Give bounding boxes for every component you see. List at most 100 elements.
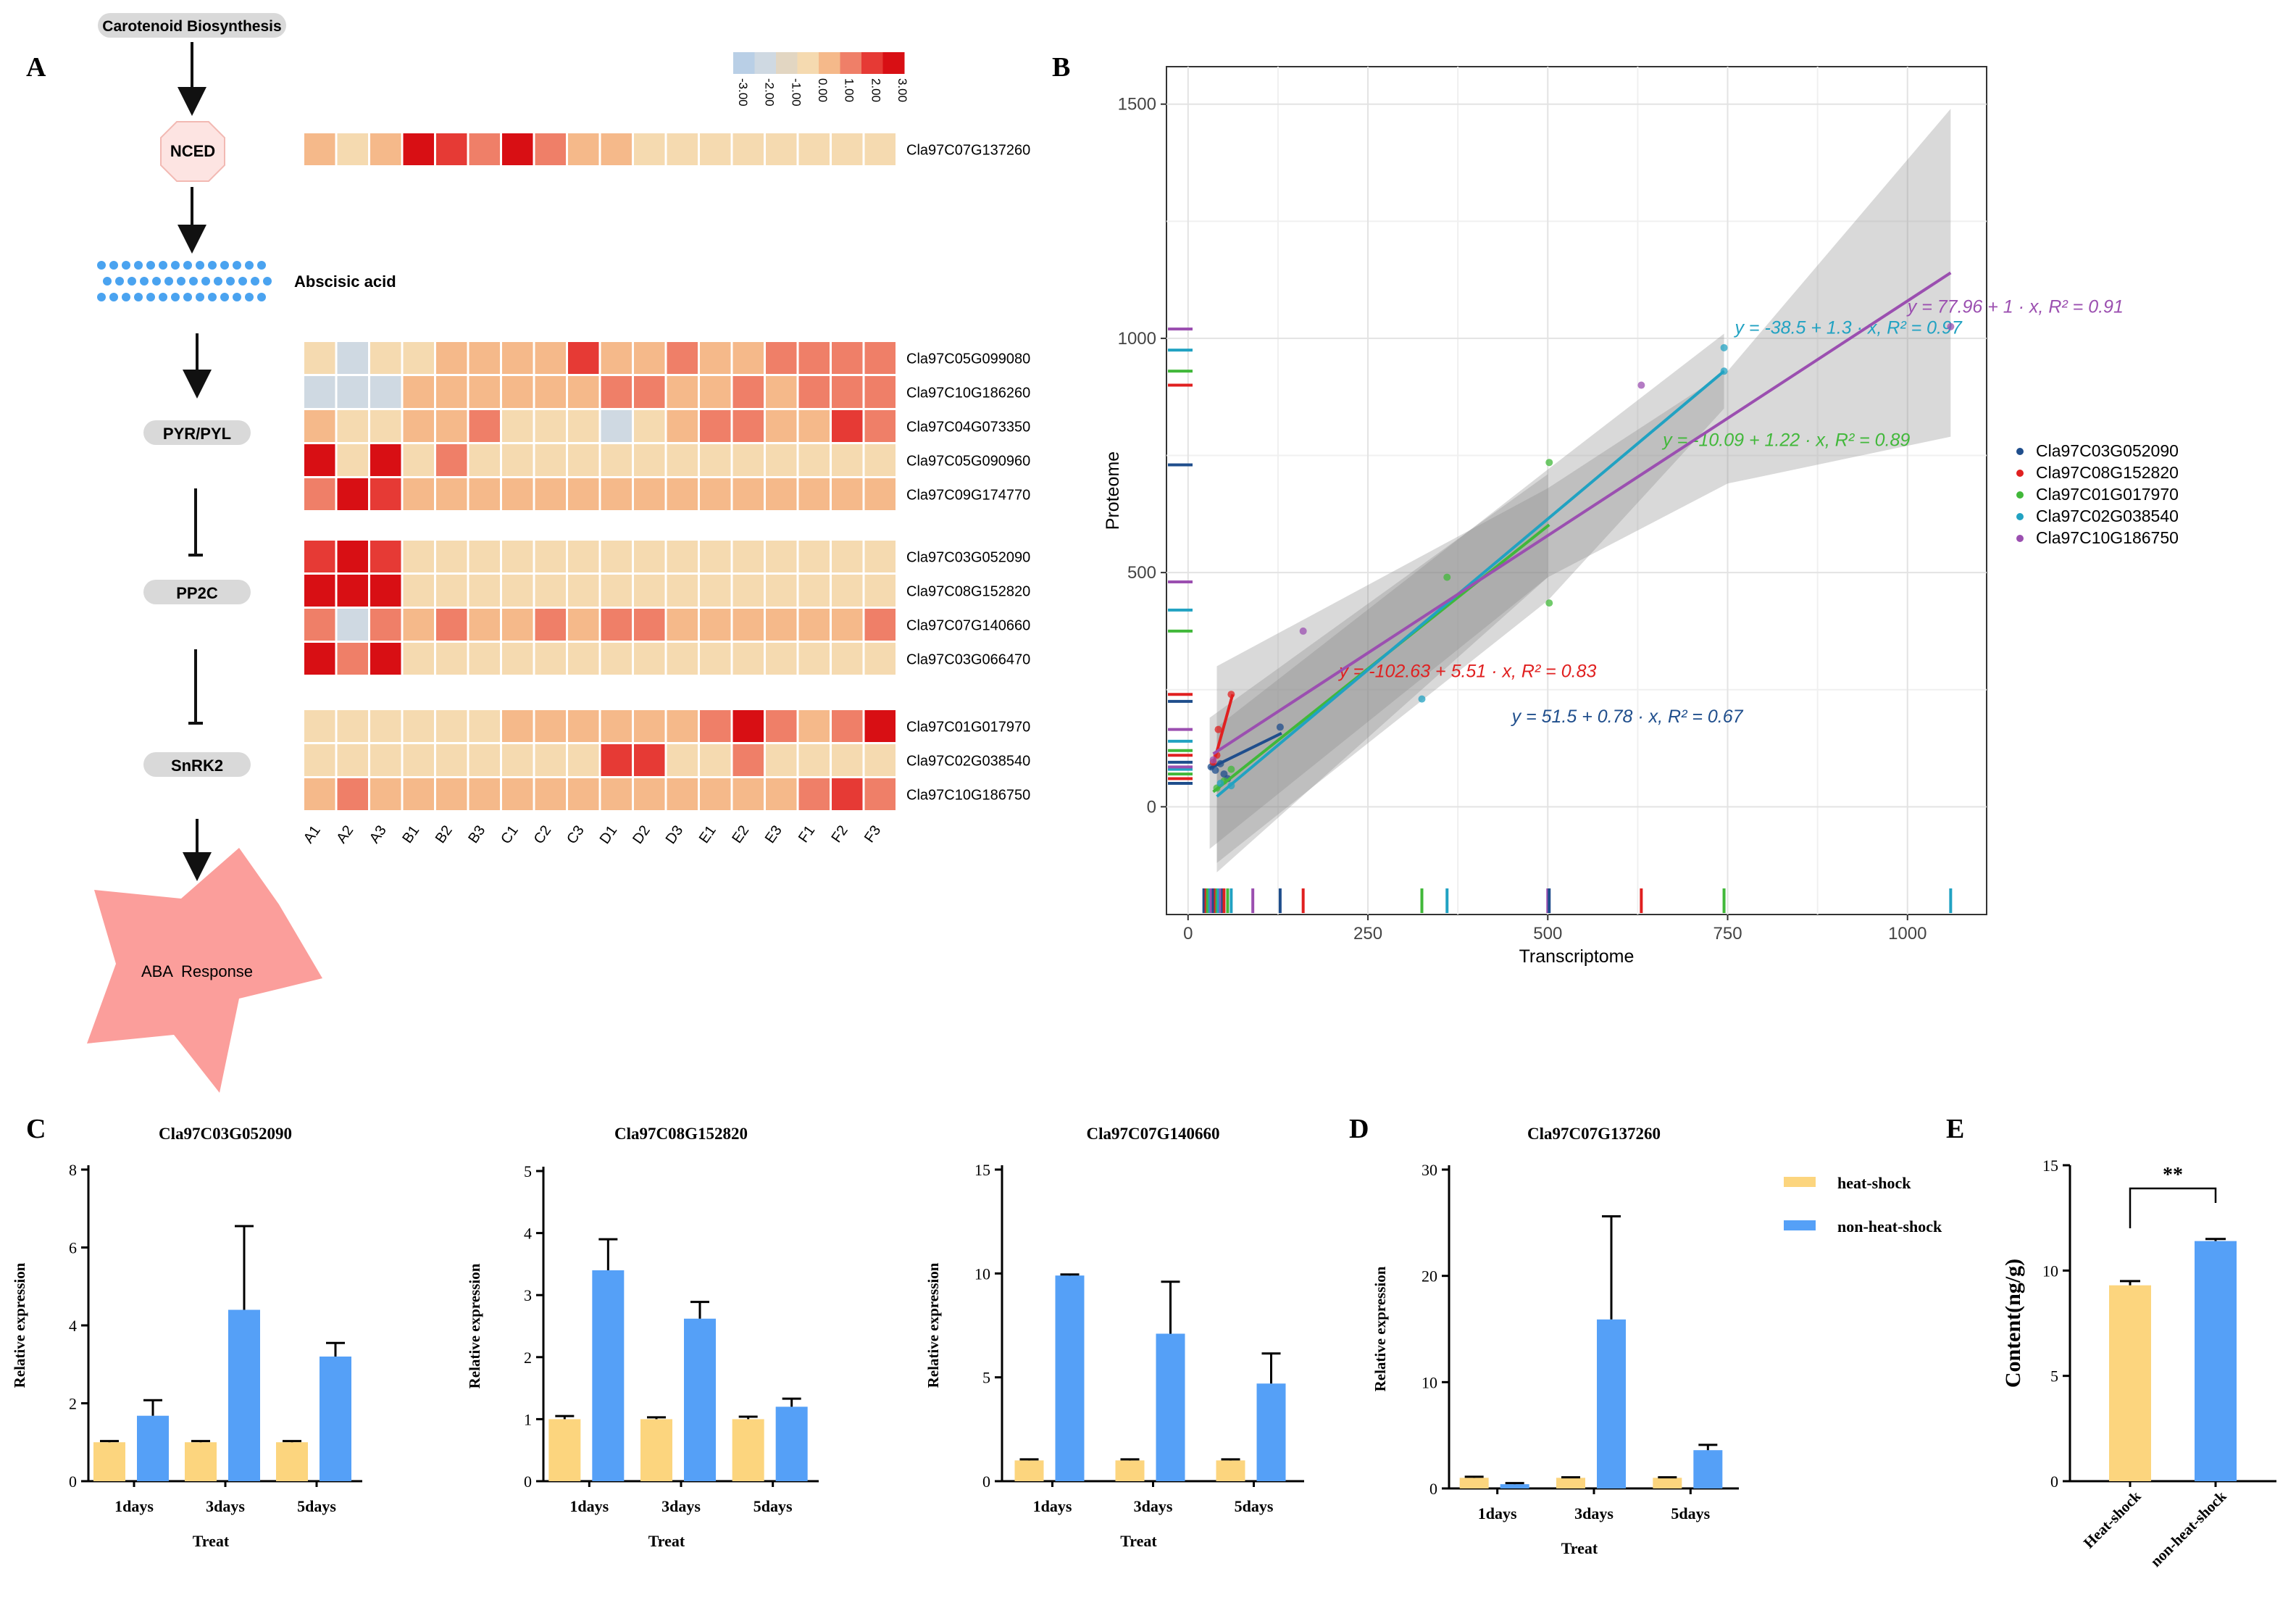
bar-heat-shock xyxy=(1459,1478,1489,1488)
heatmap-cell xyxy=(568,342,599,374)
pyr-label: PYR/PYL xyxy=(163,425,231,443)
heatmap-cell xyxy=(700,376,731,408)
heatmap-cell xyxy=(502,133,533,165)
y-tick-label: 2 xyxy=(69,1395,77,1413)
heatmap-cell xyxy=(634,643,665,675)
heatmap-column-label: C2 xyxy=(531,822,555,847)
heatmap-cell xyxy=(601,410,632,442)
bar-chart-c3: Cla97C07G140660 0 5 10 15 1days 3days 5days Trea… xyxy=(924,1125,1304,1550)
heatmap-cell xyxy=(337,376,368,408)
y-axis-label: Proteome xyxy=(1103,451,1123,530)
heatmap-cell xyxy=(502,478,533,510)
y-tick-label: 0 xyxy=(1429,1480,1437,1498)
aba-dot xyxy=(233,261,241,270)
legend-swatch xyxy=(776,52,798,74)
heatmap-cell xyxy=(337,478,368,510)
heatmap-cell xyxy=(370,643,401,675)
aba-dot xyxy=(97,261,106,270)
heatmap-cell xyxy=(469,342,500,374)
heatmap-cell xyxy=(403,342,434,374)
x-tick-label: 5days xyxy=(1671,1504,1710,1522)
heatmap-cell xyxy=(304,133,335,165)
heatmap-cell xyxy=(732,342,764,374)
legend-label: Cla97C02G038540 xyxy=(2036,507,2179,525)
heatmap-cell xyxy=(535,575,566,607)
aba-dot xyxy=(146,293,155,301)
data-point xyxy=(1545,459,1553,467)
bar-non-heat-shock xyxy=(1693,1450,1723,1488)
pp2c-label: PP2C xyxy=(176,584,218,602)
bar-heat-shock xyxy=(1653,1478,1682,1488)
significance-label: ** xyxy=(2163,1164,2183,1186)
heatmap-cell xyxy=(436,643,467,675)
heatmap-cell xyxy=(700,342,731,374)
aba-dot xyxy=(220,261,229,270)
heatmap-cell xyxy=(502,575,533,607)
plot-area xyxy=(1166,66,1987,915)
heatmap-cell xyxy=(304,410,335,442)
data-point xyxy=(1545,599,1553,607)
heatmap-cell xyxy=(601,609,632,641)
y-tick-label: 4 xyxy=(524,1225,532,1243)
aba-dot xyxy=(140,277,149,286)
regression-equation: y = -10.09 + 1.22 · x, R² = 0.89 xyxy=(1661,430,1910,451)
y-tick-label: 4 xyxy=(69,1317,77,1335)
heatmap-column-label: A3 xyxy=(367,822,390,846)
heatmap-cell xyxy=(864,376,896,408)
aba-dot xyxy=(171,261,180,270)
bar-chart-c1: Cla97C03G052090 0 2 4 6 8 1days 3days 5days Treat… xyxy=(11,1125,362,1550)
heatmap-cell xyxy=(568,575,599,607)
heatmap-cell xyxy=(568,541,599,572)
heatmap-cell xyxy=(634,744,665,776)
aba-dot xyxy=(263,277,272,286)
aba-dot xyxy=(201,277,210,286)
heatmap-row-label: Cla97C02G038540 xyxy=(906,754,1030,770)
regression-line xyxy=(1216,370,1725,798)
heatmap-cell xyxy=(403,744,434,776)
heatmap-cell xyxy=(568,133,599,165)
aba-dot xyxy=(183,261,192,270)
heatmap-cell xyxy=(798,478,830,510)
heatmap-cell xyxy=(798,376,830,408)
heatmap-cell xyxy=(436,376,467,408)
x-tick-label: 3days xyxy=(661,1497,701,1515)
regression-line xyxy=(1212,271,1952,755)
legend-marker xyxy=(2016,513,2024,520)
bar-heat-shock xyxy=(276,1442,308,1481)
bar-non-heat-shock xyxy=(1156,1333,1185,1481)
aba-dot xyxy=(115,277,124,286)
heatmap-cell xyxy=(304,478,335,510)
heatmap-cell xyxy=(700,133,731,165)
heatmap-cell xyxy=(667,541,698,572)
heatmap-cell xyxy=(766,444,797,476)
legend-tick-label: 1.00 xyxy=(843,78,856,102)
heatmap-cell xyxy=(304,342,335,374)
legend-marker xyxy=(2016,535,2024,542)
pp2c-box xyxy=(143,580,251,604)
heatmap-column-label: E2 xyxy=(729,822,752,846)
heatmap-row-label: Cla97C08G152820 xyxy=(906,584,1030,600)
heatmap-cell xyxy=(832,778,863,810)
data-point xyxy=(1443,573,1451,581)
bar-chart-d: Cla97C07G137260 0 10 20 30 1days 3days 5days Tre… xyxy=(1372,1125,1739,1557)
heatmap-cell xyxy=(766,609,797,641)
y-tick-label: 0 xyxy=(2050,1472,2058,1491)
heatmap-cell xyxy=(601,575,632,607)
data-point xyxy=(1211,766,1219,774)
heatmap-cell xyxy=(798,410,830,442)
heatmap-cell xyxy=(304,575,335,607)
heatmap-cell xyxy=(370,575,401,607)
heatmap-cell xyxy=(634,133,665,165)
pyr-box xyxy=(143,420,251,445)
heatmap-cell xyxy=(732,444,764,476)
y-tick-label: 20 xyxy=(1422,1267,1437,1286)
heatmap-cell xyxy=(634,478,665,510)
heatmap-cell xyxy=(337,744,368,776)
heatmap-cell xyxy=(864,410,896,442)
bar xyxy=(2109,1285,2151,1481)
heatmap-cell xyxy=(601,643,632,675)
heatmap-cell xyxy=(304,643,335,675)
data-point xyxy=(1216,780,1224,788)
heatmap-cell xyxy=(864,710,896,742)
